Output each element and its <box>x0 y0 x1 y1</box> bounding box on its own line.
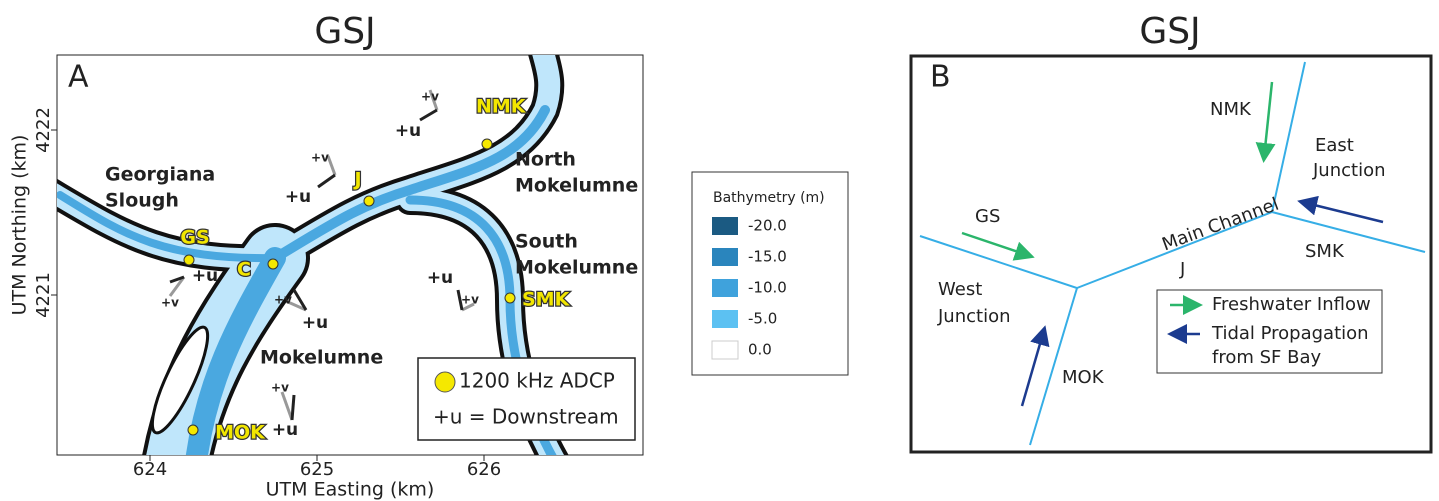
velocity-axes <box>461 302 475 312</box>
station-label: J <box>352 169 361 191</box>
velocity-axes <box>290 394 296 421</box>
velocity-axes <box>326 155 337 176</box>
schematic-label: Junction <box>937 306 1011 327</box>
station-marker <box>187 424 199 436</box>
schematic-legend-text: from SF Bay <box>1212 347 1321 368</box>
v-label: +v <box>271 381 289 395</box>
schematic-label: SMK <box>1305 241 1345 262</box>
map-legend-box <box>417 357 636 441</box>
bathymetry-level: -10.0 <box>748 279 787 297</box>
x-tick-label: 625 <box>300 459 334 480</box>
region-label: South <box>515 231 578 253</box>
u-label: +u <box>427 268 453 288</box>
panel-label: A <box>68 60 89 95</box>
panel-title: GSJ <box>1139 11 1200 52</box>
station-label: MOK <box>215 422 266 444</box>
x-axis-label: UTM Easting (km) <box>266 479 435 501</box>
schematic-label: NMK <box>1210 99 1252 120</box>
bathymetry-swatch <box>712 248 738 266</box>
velocity-axes <box>280 391 294 421</box>
station-marker <box>481 138 493 150</box>
y-tick-label: 4221 <box>33 272 54 318</box>
v-label: +v <box>421 90 439 104</box>
velocity-axes <box>428 89 439 111</box>
schematic-label: MOK <box>1062 367 1105 388</box>
bathymetry-swatch <box>712 217 738 235</box>
legend-marker <box>434 371 456 393</box>
velocity-axes <box>287 300 307 312</box>
bathymetry-swatch <box>712 310 738 328</box>
channels <box>919 61 1426 446</box>
bathymetry-level: -5.0 <box>748 310 777 328</box>
region-label: Mokelumne <box>515 257 638 279</box>
schematic-label: J <box>1179 259 1185 280</box>
schematic-label: Junction <box>1312 160 1386 181</box>
v-label: +v <box>461 293 479 307</box>
schematic-label: East <box>1315 135 1354 156</box>
schematic-label: West <box>938 279 982 300</box>
velocity-axes <box>169 275 185 284</box>
v-label: +v <box>161 296 179 310</box>
velocity-axes <box>456 289 464 311</box>
velocity-axes <box>419 108 438 122</box>
station-label: SMK <box>522 289 571 311</box>
v-label: +v <box>311 151 329 165</box>
arrows <box>961 81 1384 407</box>
schematic-legend-text: Freshwater Inflow <box>1212 294 1371 315</box>
y-axis-label: UTM Northing (km) <box>9 135 31 316</box>
region-label: Georgiana <box>105 164 215 186</box>
u-label: +u <box>302 313 328 333</box>
bathymetry-swatch <box>711 340 739 360</box>
u-label: +u <box>395 121 421 141</box>
bathymetry-title: Bathymetry (m) <box>713 190 825 206</box>
station-label: C <box>237 259 251 281</box>
velocity-axes <box>292 289 308 311</box>
map-legend-text: +u = Downstream <box>433 405 619 429</box>
bathymetry-swatch <box>712 279 738 297</box>
station-label: NMK <box>476 96 527 118</box>
region-label: North <box>515 149 576 171</box>
schematic-label: GS <box>975 206 1000 227</box>
velocity-axes <box>317 173 336 189</box>
station-marker <box>504 292 516 304</box>
u-label: +u <box>272 420 298 440</box>
panel-label: B <box>930 60 951 95</box>
region-label: Mokelumne <box>260 347 383 369</box>
bathymetry-level: -20.0 <box>748 217 787 235</box>
panel-title: GSJ <box>314 11 375 52</box>
region-label: Slough <box>105 190 179 212</box>
v-label: +v <box>274 293 292 307</box>
u-label: +u <box>285 187 311 207</box>
schematic-frame <box>909 54 1433 454</box>
velocity-axes <box>168 276 186 297</box>
y-tick-label: 4222 <box>33 107 54 153</box>
schematic-legend-text: Tidal Propagation <box>1211 323 1369 344</box>
region-label: Mokelumne <box>515 175 638 197</box>
bathymetry-level: 0.0 <box>748 341 772 359</box>
u-label: +u <box>192 266 218 286</box>
station-label: GS <box>180 227 209 249</box>
x-tick-label: 624 <box>133 459 167 480</box>
station-marker <box>363 195 375 207</box>
station-marker <box>267 258 279 270</box>
bathymetry-level: -15.0 <box>748 248 787 266</box>
x-tick-label: 626 <box>467 459 501 480</box>
map-legend-text: 1200 kHz ADCP <box>459 369 615 393</box>
station-marker <box>183 254 195 266</box>
